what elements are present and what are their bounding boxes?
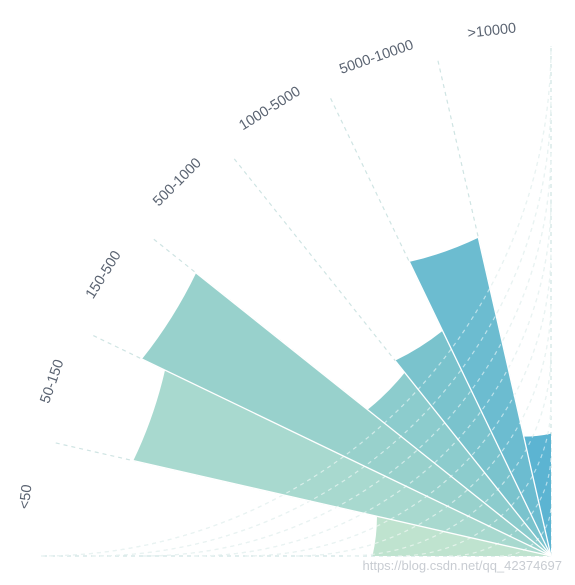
bar-separator	[477, 237, 552, 557]
bar-separator	[141, 358, 552, 557]
bar-ring-overlay	[448, 453, 552, 557]
bar-ring-overlay	[40, 45, 552, 557]
bar-ring-overlay	[193, 198, 552, 557]
bar-separator	[195, 272, 552, 557]
bar-ring-overlay	[142, 147, 552, 557]
bar-ring-overlay	[295, 300, 552, 557]
bar-4	[367, 372, 551, 556]
tick-label-2: 50-150	[37, 358, 67, 406]
tick-label-7: >10000	[467, 20, 517, 41]
bar-6	[409, 237, 551, 557]
tick-label-5: 1000-5000	[236, 84, 303, 134]
tick-label-1: <50	[17, 484, 36, 510]
grid-spoke	[329, 96, 552, 557]
bar-ring-overlay	[91, 96, 552, 557]
bar-separator	[394, 360, 552, 557]
bar-3	[142, 272, 551, 556]
grid-spoke	[436, 58, 552, 557]
bar-ring-overlay	[397, 402, 552, 557]
tick-label-6: 5000-10000	[337, 37, 415, 78]
bar-separator	[408, 261, 552, 557]
bar-ring-overlay	[244, 249, 552, 557]
grid-spoke	[232, 156, 552, 557]
tick-label-3: 150-500	[83, 248, 125, 302]
bar-2	[133, 370, 551, 556]
tick-label-4: 500-1000	[150, 155, 205, 210]
bar-5	[395, 330, 551, 556]
bar-ring-overlay	[499, 504, 552, 557]
bar-ring-overlay	[346, 351, 552, 557]
bar-separator	[133, 460, 552, 557]
watermark-text: https://blog.csdn.net/qq_42374697	[363, 558, 563, 573]
bar-series	[133, 237, 551, 557]
sector-separators	[40, 45, 552, 557]
